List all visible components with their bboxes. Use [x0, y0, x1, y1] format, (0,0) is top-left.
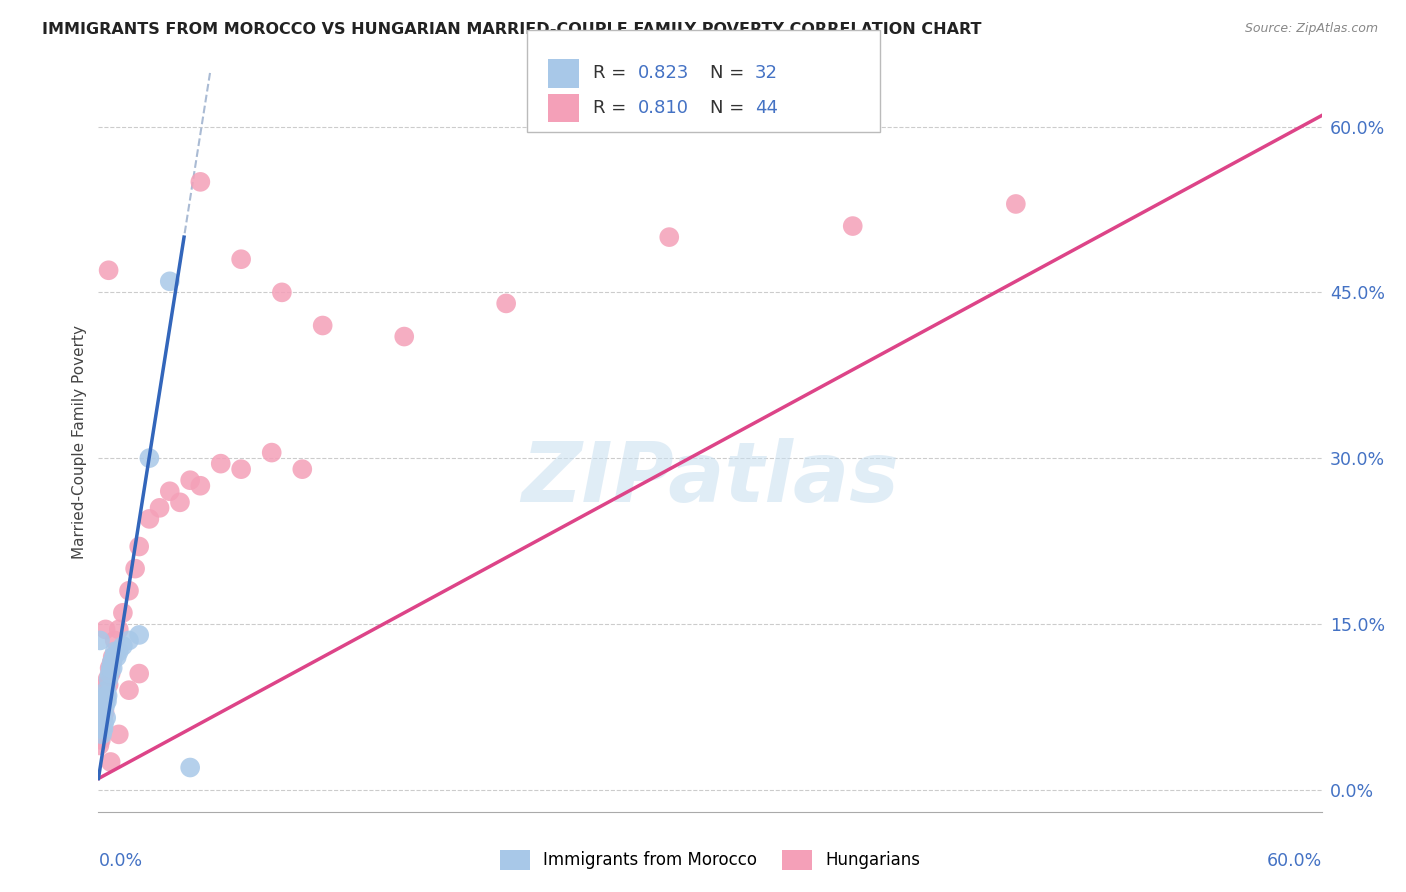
Point [93, 699, 115, 714]
Legend: Immigrants from Morocco, Hungarians: Immigrants from Morocco, Hungarians [499, 850, 921, 870]
Point [111, 606, 134, 620]
Point [104, 633, 127, 648]
Point [94, 623, 117, 637]
Point [96, 711, 118, 725]
Point [169, 495, 191, 509]
Point [94, 683, 117, 698]
Text: IMMIGRANTS FROM MOROCCO VS HUNGARIAN MARRIED-COUPLE FAMILY POVERTY CORRELATION C: IMMIGRANTS FROM MOROCCO VS HUNGARIAN MAR… [42, 22, 981, 37]
Point [89, 727, 111, 741]
Point [91, 706, 114, 720]
Point [231, 252, 253, 267]
Point [124, 561, 146, 575]
Point [1004, 197, 1026, 211]
Point [118, 583, 141, 598]
Point [89, 716, 111, 731]
Point [89, 722, 111, 736]
Point [495, 296, 517, 310]
Point [159, 484, 181, 499]
Text: 60.0%: 60.0% [1267, 853, 1322, 871]
Point [100, 666, 122, 681]
Point [179, 473, 201, 487]
Point [291, 462, 314, 476]
Point [98, 666, 121, 681]
Point [93, 694, 115, 708]
Point [97, 689, 120, 703]
Point [90, 732, 112, 747]
Point [270, 285, 294, 300]
Text: Source: ZipAtlas.com: Source: ZipAtlas.com [1244, 22, 1378, 36]
Point [96, 694, 118, 708]
Point [108, 727, 131, 741]
Point [179, 760, 201, 774]
Point [89, 739, 111, 753]
Point [118, 683, 141, 698]
Point [104, 644, 127, 658]
Point [94, 689, 117, 703]
Point [90, 716, 112, 731]
Point [149, 500, 172, 515]
Point [100, 661, 122, 675]
Point [103, 650, 125, 665]
Y-axis label: Married-Couple Family Poverty: Married-Couple Family Poverty [72, 325, 87, 558]
Point [93, 716, 115, 731]
Point [93, 722, 115, 736]
Point [101, 661, 124, 675]
Text: R =: R = [593, 99, 633, 117]
Point [231, 462, 253, 476]
Point [89, 722, 111, 736]
Point [105, 650, 128, 665]
Point [94, 699, 117, 714]
Point [128, 628, 150, 642]
Point [108, 623, 131, 637]
Point [96, 689, 118, 703]
Point [101, 650, 124, 665]
Point [97, 678, 120, 692]
Point [97, 263, 120, 277]
Text: 0.823: 0.823 [638, 64, 690, 82]
Point [91, 706, 114, 720]
Point [97, 672, 120, 686]
Text: 0.810: 0.810 [638, 99, 689, 117]
Point [91, 711, 114, 725]
Text: N =: N = [710, 99, 749, 117]
Text: N =: N = [710, 64, 749, 82]
Point [392, 329, 416, 343]
Point [91, 711, 114, 725]
Point [260, 445, 283, 459]
Point [658, 230, 681, 244]
Point [91, 722, 114, 736]
Point [94, 694, 117, 708]
Point [96, 683, 118, 698]
Point [188, 175, 212, 189]
Point [111, 639, 134, 653]
Point [118, 633, 141, 648]
Point [93, 689, 115, 703]
Point [159, 274, 181, 288]
Text: 0.0%: 0.0% [98, 853, 142, 871]
Point [108, 644, 131, 658]
Point [93, 706, 115, 720]
Point [90, 706, 112, 720]
Point [89, 633, 111, 648]
Text: ZIPatlas: ZIPatlas [522, 438, 898, 519]
Point [100, 755, 122, 769]
Point [98, 661, 121, 675]
Point [841, 219, 863, 233]
Point [96, 678, 118, 692]
Point [90, 711, 112, 725]
Point [91, 727, 114, 741]
Point [128, 540, 150, 554]
Text: R =: R = [593, 64, 633, 82]
Point [100, 656, 122, 670]
Text: 44: 44 [755, 99, 778, 117]
Point [188, 479, 212, 493]
Point [209, 457, 232, 471]
Text: 32: 32 [755, 64, 778, 82]
Point [138, 512, 160, 526]
Point [138, 451, 160, 466]
Point [128, 666, 150, 681]
Point [312, 318, 335, 333]
Point [100, 656, 122, 670]
Point [97, 672, 120, 686]
